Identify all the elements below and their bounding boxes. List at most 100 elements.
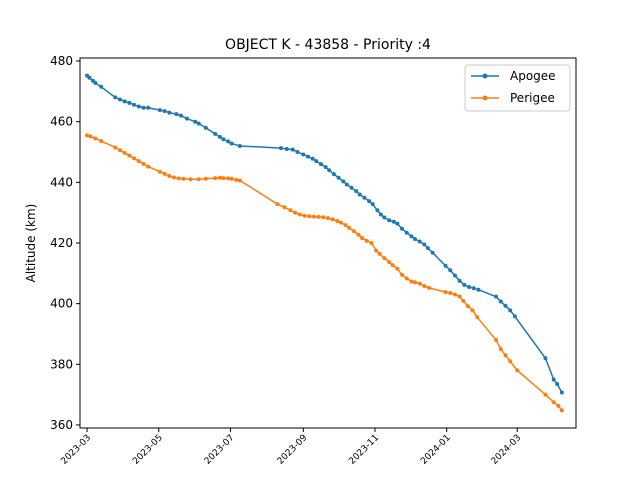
data-point — [465, 304, 470, 309]
data-point — [117, 148, 122, 153]
data-point — [179, 113, 184, 118]
data-point — [338, 220, 343, 225]
plot-frame — [79, 57, 577, 429]
data-point — [193, 119, 198, 124]
data-point — [430, 250, 435, 255]
data-point — [314, 159, 319, 164]
data-point — [551, 377, 556, 382]
y-axis: 360 380 400 420 440 460 480 — [50, 54, 80, 432]
data-point — [85, 133, 90, 138]
data-point — [284, 146, 289, 151]
data-point — [99, 139, 104, 144]
data-point — [302, 213, 307, 218]
data-point — [503, 303, 508, 308]
data-point — [203, 176, 208, 181]
data-point — [203, 125, 208, 130]
data-point — [196, 177, 201, 182]
data-point — [278, 146, 283, 151]
data-point — [321, 215, 326, 220]
data-point — [344, 182, 349, 187]
data-point — [146, 105, 151, 110]
data-point — [443, 263, 448, 268]
legend-marker — [482, 73, 488, 79]
data-point — [357, 192, 362, 197]
y-tick-label: 380 — [50, 357, 73, 371]
data-point — [356, 232, 361, 237]
data-point — [229, 141, 234, 146]
data-point — [157, 169, 162, 174]
data-point — [427, 285, 432, 290]
data-point — [351, 229, 356, 234]
y-axis-label: Altitude (km) — [24, 204, 38, 283]
data-point — [174, 112, 179, 117]
data-point — [157, 108, 162, 113]
data-point — [452, 292, 457, 297]
data-point — [374, 248, 379, 253]
data-point — [382, 215, 387, 220]
data-point — [336, 175, 341, 180]
data-point — [113, 145, 118, 150]
data-point — [196, 121, 201, 126]
data-point — [93, 80, 98, 85]
data-point — [237, 143, 242, 148]
data-point — [136, 104, 141, 109]
data-point — [503, 353, 508, 358]
data-point — [132, 156, 137, 161]
data-point — [551, 400, 556, 405]
data-point — [369, 241, 374, 245]
data-point — [184, 116, 189, 121]
data-point — [354, 189, 359, 194]
data-point — [559, 390, 564, 395]
legend-label: Perigee — [510, 91, 555, 105]
data-point — [310, 156, 315, 161]
data-point — [387, 260, 392, 265]
data-point — [512, 314, 517, 319]
data-point — [136, 159, 141, 164]
data-point — [508, 359, 513, 364]
data-point — [364, 238, 369, 243]
data-point — [448, 268, 453, 273]
data-point — [457, 278, 462, 283]
data-point — [307, 214, 312, 219]
data-point — [370, 202, 375, 207]
data-point — [360, 236, 365, 241]
data-point — [362, 195, 367, 200]
data-point — [122, 99, 127, 104]
data-point — [318, 162, 323, 167]
data-point — [470, 308, 475, 313]
data-point — [409, 279, 414, 284]
data-point — [217, 134, 222, 139]
x-tick-label: 2023-07 — [203, 433, 237, 467]
data-point — [417, 281, 422, 286]
data-point — [88, 134, 93, 139]
x-tick-label: 2024-01 — [419, 433, 453, 467]
data-point — [113, 95, 118, 100]
series-line-apogee — [86, 75, 563, 393]
data-point — [301, 152, 306, 157]
data-point — [221, 137, 226, 142]
x-tick-label: 2023-11 — [347, 433, 381, 467]
chart-title: OBJECT K - 43858 - Priority :4 — [225, 37, 431, 53]
data-point — [288, 208, 293, 213]
data-point — [323, 165, 328, 170]
y-tick-label: 460 — [50, 115, 73, 129]
data-point — [176, 176, 181, 181]
data-point — [275, 202, 280, 207]
y-tick-label: 360 — [50, 418, 73, 432]
data-point — [327, 168, 332, 173]
y-tick-label: 440 — [50, 175, 73, 189]
data-point — [229, 176, 234, 181]
data-point — [375, 208, 380, 213]
data-point — [494, 294, 499, 299]
data-point — [443, 290, 448, 295]
data-point — [188, 177, 193, 182]
data-point — [326, 216, 330, 221]
series-line-perigee — [86, 134, 563, 411]
data-point — [316, 214, 321, 219]
data-point — [335, 219, 340, 224]
data-point — [422, 242, 427, 247]
data-point — [167, 173, 172, 178]
data-point — [452, 273, 457, 278]
legend-label: Apogee — [510, 69, 556, 83]
